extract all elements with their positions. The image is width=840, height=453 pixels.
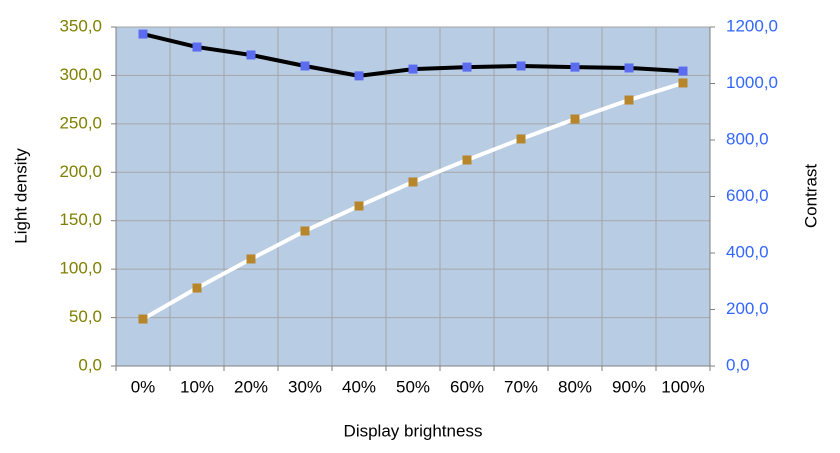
marker	[570, 114, 580, 124]
x-tick-label: 40%	[342, 377, 376, 396]
marker	[408, 64, 418, 74]
x-tick-label: 70%	[504, 377, 538, 396]
y2-tick-label: 1000,0	[726, 73, 778, 92]
marker	[300, 61, 310, 71]
y-tick-label: 200,0	[59, 162, 102, 181]
marker	[624, 95, 634, 105]
marker	[300, 226, 310, 236]
y-tick-label: 300,0	[59, 65, 102, 84]
plot-area	[116, 27, 710, 366]
y2-axis-label: Contrast	[801, 164, 820, 229]
x-tick-label: 50%	[396, 377, 430, 396]
marker	[408, 177, 418, 187]
y-tick-label: 150,0	[59, 210, 102, 229]
marker	[516, 61, 526, 71]
x-tick-label: 100%	[661, 377, 704, 396]
y2-tick-label: 0,0	[726, 355, 750, 374]
y2-tick-label: 1200,0	[726, 16, 778, 35]
x-tick-label: 10%	[180, 377, 214, 396]
marker	[192, 283, 202, 293]
marker	[678, 78, 688, 88]
y2-tick-label: 400,0	[726, 242, 769, 261]
y-tick-label: 0,0	[78, 355, 102, 374]
x-tick-label: 60%	[450, 377, 484, 396]
marker	[570, 62, 580, 72]
marker	[678, 66, 688, 76]
marker	[246, 50, 256, 60]
marker	[462, 155, 472, 165]
marker	[192, 42, 202, 52]
x-tick-label: 0%	[131, 377, 156, 396]
marker	[462, 62, 472, 72]
y2-tick-label: 600,0	[726, 186, 769, 205]
marker	[354, 201, 364, 211]
y2-tick-label: 800,0	[726, 129, 769, 148]
marker	[138, 314, 148, 324]
x-tick-label: 80%	[558, 377, 592, 396]
marker	[354, 71, 364, 81]
y-tick-label: 250,0	[59, 113, 102, 132]
x-tick-label: 30%	[288, 377, 322, 396]
marker	[624, 63, 634, 73]
y-tick-label: 100,0	[59, 259, 102, 278]
x-tick-label: 90%	[612, 377, 646, 396]
marker	[246, 254, 256, 264]
y2-tick-label: 200,0	[726, 299, 769, 318]
y-axis-label: Light density	[11, 148, 30, 244]
x-tick-label: 20%	[234, 377, 268, 396]
y-tick-label: 350,0	[59, 16, 102, 35]
marker	[516, 134, 526, 144]
marker	[138, 29, 148, 39]
y-tick-label: 50,0	[69, 307, 102, 326]
x-axis-label: Display brightness	[344, 421, 483, 440]
